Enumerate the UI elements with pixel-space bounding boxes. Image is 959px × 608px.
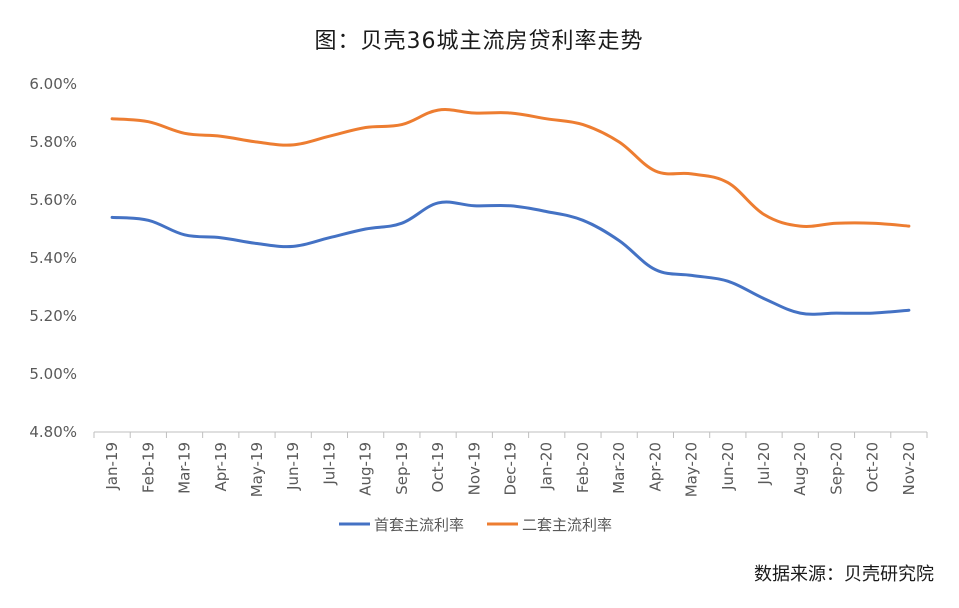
x-tick-label: Nov-20 xyxy=(900,442,918,495)
x-tick-label: May-19 xyxy=(248,442,266,497)
x-tick-label: Jun-20 xyxy=(719,442,737,491)
x-tick-label: Aug-19 xyxy=(357,442,375,496)
y-tick-label: 5.80% xyxy=(29,133,77,151)
y-axis: 6.00% 5.80% 5.60% 5.40% 5.20% 5.00% 4.80% xyxy=(29,75,77,441)
x-tick-label: Nov-19 xyxy=(465,442,483,495)
legend-label-series-1: 首套主流利率 xyxy=(374,516,464,534)
legend-label-series-2: 二套主流利率 xyxy=(522,516,612,534)
x-tick-label: Mar-19 xyxy=(176,442,194,494)
series-layer xyxy=(110,108,911,316)
x-tick-label: May-20 xyxy=(683,442,701,497)
series-line-1 xyxy=(110,200,911,316)
x-tick-label: Jan-19 xyxy=(103,442,121,491)
x-tick-label: Jul-20 xyxy=(755,442,773,486)
x-tick-label: Oct-19 xyxy=(429,442,447,492)
y-tick-label: 5.00% xyxy=(29,365,77,383)
y-tick-label: 5.40% xyxy=(29,249,77,267)
x-tick-label: Feb-20 xyxy=(574,442,592,493)
x-tick-label: Jan-20 xyxy=(538,442,556,491)
x-tick-label: Jun-19 xyxy=(284,442,302,491)
x-tick-label: Sep-19 xyxy=(393,442,411,495)
series-line-2 xyxy=(110,108,911,228)
x-tick-label: Dec-19 xyxy=(502,442,520,496)
legend: 首套主流利率 二套主流利率 xyxy=(339,516,612,534)
y-tick-label: 6.00% xyxy=(29,75,77,93)
x-tick-label: Aug-20 xyxy=(791,442,809,496)
chart-title: 图：贝壳36城主流房贷利率走势 xyxy=(315,29,644,54)
x-tick-label: Mar-20 xyxy=(610,442,628,494)
x-tick-label: Apr-19 xyxy=(212,442,230,492)
source-note: 数据来源：贝壳研究院 xyxy=(754,564,934,585)
x-tick-label: Apr-20 xyxy=(646,442,664,492)
y-tick-label: 4.80% xyxy=(29,423,77,441)
x-axis: Jan-19 Feb-19 Mar-19 Apr-19 May-19 Jun-19 Jul-… xyxy=(93,431,928,497)
y-tick-label: 5.60% xyxy=(29,191,77,209)
x-tick-label: Sep-20 xyxy=(827,442,845,495)
x-tick-label: Feb-19 xyxy=(139,442,157,493)
x-tick-label: Oct-20 xyxy=(864,442,882,492)
y-tick-label: 5.20% xyxy=(29,307,77,325)
x-tick-label: Jul-19 xyxy=(320,442,338,486)
